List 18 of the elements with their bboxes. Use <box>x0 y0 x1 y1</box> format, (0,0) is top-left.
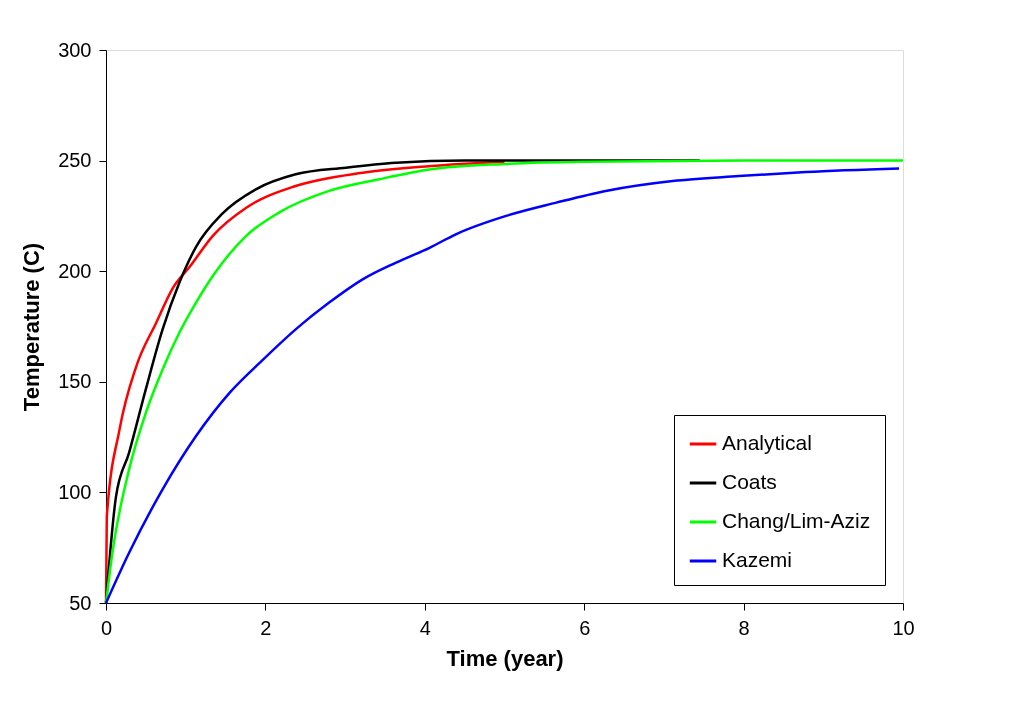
y-tick-label: 300 <box>58 38 92 61</box>
x-axis-title: Time (year) <box>446 645 564 671</box>
x-tick-label: 0 <box>100 616 113 639</box>
x-tick-label: 2 <box>260 616 272 639</box>
x-tick-label: 8 <box>738 616 750 639</box>
x-tick-label: 10 <box>892 616 915 639</box>
legend-label: Coats <box>722 470 777 493</box>
legend-label: Chang/Lim-Aziz <box>722 509 871 532</box>
legend-label: Analytical <box>722 431 812 454</box>
y-axis-title: Temperature (C) <box>19 242 45 412</box>
y-tick-label: 200 <box>58 259 92 282</box>
y-tick-label: 50 <box>69 591 92 614</box>
y-tick-label: 100 <box>58 480 92 503</box>
y-tick-label: 250 <box>58 149 92 172</box>
legend-label: Kazemi <box>722 548 793 571</box>
y-tick-label: 150 <box>58 370 92 393</box>
x-tick-label: 4 <box>419 616 431 639</box>
x-tick-label: 6 <box>579 616 591 639</box>
